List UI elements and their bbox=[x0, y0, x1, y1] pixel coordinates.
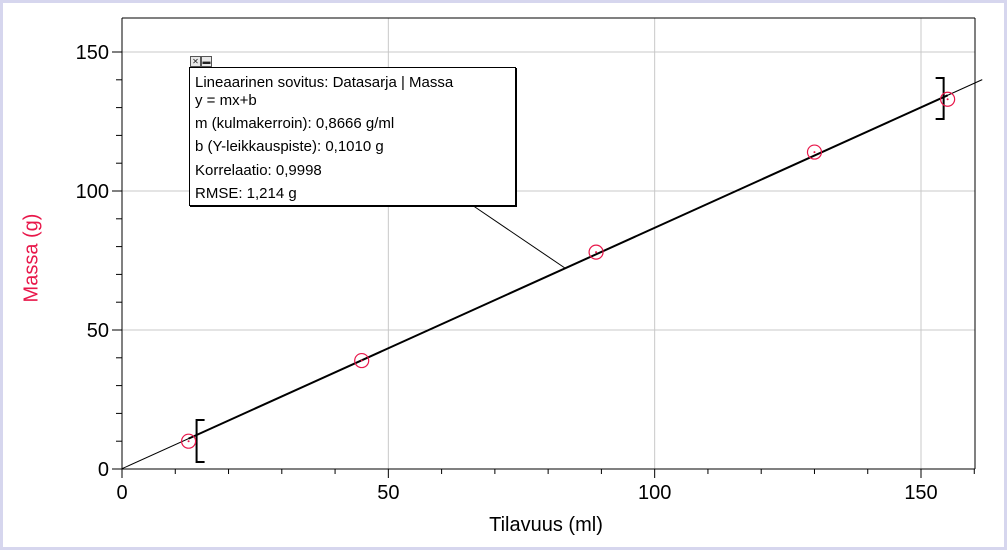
fit-equation: y = mx+b bbox=[195, 91, 257, 109]
fit-slope: m (kulmakerroin): 0,8666 g/ml bbox=[195, 114, 395, 132]
data-point bbox=[588, 244, 604, 260]
fit-correlation: Korrelaatio: 0,9998 bbox=[195, 161, 322, 179]
data-point-center bbox=[360, 359, 363, 362]
close-icon[interactable]: ✕ bbox=[190, 56, 201, 67]
annotation-connector bbox=[471, 204, 567, 270]
fit-range-start-bracket bbox=[195, 419, 205, 463]
y-tick-label: 100 bbox=[76, 181, 109, 203]
fit-rmse: RMSE: 1,214 g bbox=[195, 185, 297, 202]
x-tick-label: 50 bbox=[377, 482, 399, 504]
data-point-center bbox=[946, 98, 949, 101]
data-point-center bbox=[813, 151, 816, 154]
data-point bbox=[806, 144, 823, 160]
y-tick-label: 50 bbox=[87, 320, 109, 342]
data-point-center bbox=[595, 251, 598, 254]
fit-range-end-bracket bbox=[935, 77, 945, 120]
fit-intercept: b (Y-leikkauspiste): 0,1010 g bbox=[195, 138, 384, 155]
data-point bbox=[180, 433, 197, 449]
x-tick-label: 100 bbox=[638, 482, 671, 504]
minimize-icon[interactable]: ▬ bbox=[201, 56, 212, 67]
y-tick-label: 150 bbox=[76, 42, 109, 64]
x-axis-label: Tilavuus (ml) bbox=[489, 514, 603, 536]
x-tick-label: 0 bbox=[116, 482, 127, 504]
fit-title: Lineaarinen sovitus: Datasarja | Massa bbox=[195, 74, 454, 91]
data-point-center bbox=[187, 440, 190, 443]
x-tick-label: 150 bbox=[904, 482, 937, 504]
data-point bbox=[354, 352, 370, 369]
linear-fit-info-box[interactable]: Lineaarinen sovitus: Datasarja | Massa y… bbox=[189, 67, 516, 206]
y-axis-label: Massa (g) bbox=[20, 213, 43, 303]
data-point bbox=[940, 91, 956, 107]
y-tick-label: 0 bbox=[98, 459, 109, 481]
